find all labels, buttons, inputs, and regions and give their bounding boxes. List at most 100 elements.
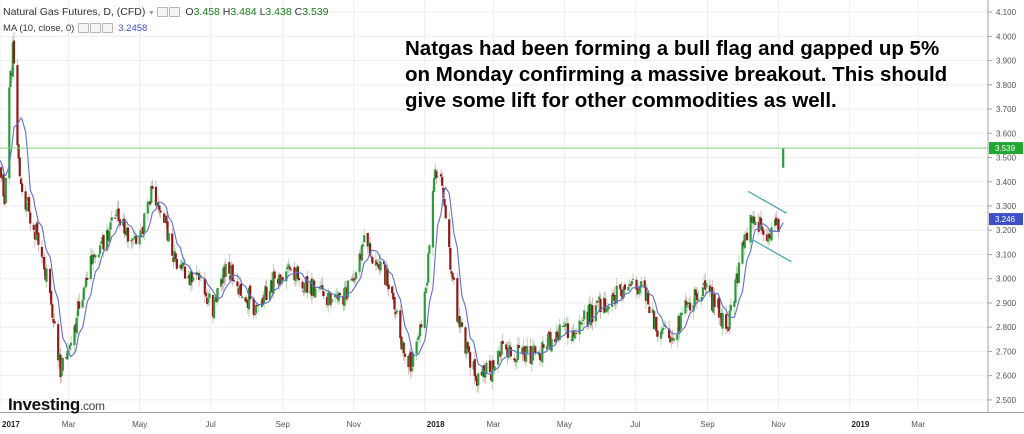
candle-down (501, 341, 504, 344)
candle-up (89, 256, 92, 280)
candle-down (188, 274, 191, 285)
candle-up (640, 281, 643, 288)
candle-up (598, 296, 601, 300)
candle-up (26, 197, 30, 202)
y-tick-label: 3.000 (996, 275, 1017, 284)
candle-down (17, 144, 20, 159)
candle-down (86, 277, 89, 280)
candle-up (73, 326, 76, 346)
candle-up (424, 287, 428, 294)
candle-up (423, 291, 426, 329)
candle-down (53, 321, 56, 324)
candle-up (766, 236, 770, 242)
candle-down (636, 287, 639, 295)
candle-down (322, 291, 325, 297)
candle-up (156, 202, 159, 206)
candle-down (489, 374, 493, 381)
candle-up (105, 229, 109, 251)
chart-legend-ma: MA (10, close, 0) 3.2458 (3, 23, 147, 34)
candle-up (744, 234, 748, 236)
candle-up (555, 331, 558, 342)
candle-down (249, 285, 252, 300)
settings-icon[interactable] (169, 7, 181, 18)
candle-up (637, 290, 640, 295)
candle-up (721, 313, 724, 329)
candle-down (221, 279, 224, 284)
candle-down (203, 278, 206, 295)
candle-down (529, 345, 532, 364)
candle-down (643, 280, 646, 289)
candle-up (247, 287, 251, 310)
candle-up (222, 267, 225, 283)
candle-up (150, 185, 153, 203)
candle-up (278, 274, 281, 286)
candle-down (279, 274, 282, 284)
candle-up (558, 324, 561, 340)
bull-flag-line (748, 190, 787, 214)
hide-icon[interactable] (157, 7, 169, 18)
settings-icon[interactable] (90, 23, 102, 34)
hide-icon[interactable] (78, 23, 90, 34)
candle-down (149, 201, 152, 205)
candle-down (41, 257, 45, 259)
candle-up (684, 299, 687, 314)
candle-down (265, 286, 268, 301)
candle-down (759, 218, 763, 226)
candle-up (705, 283, 708, 288)
candle-down (480, 371, 483, 376)
candle-down (378, 264, 381, 270)
candle-down (402, 342, 405, 354)
candle-down (342, 295, 345, 305)
candle-down (151, 186, 154, 189)
candle-down (452, 277, 455, 280)
y-tick-label: 3.200 (996, 226, 1017, 235)
ohlc-key-o: O (185, 6, 194, 18)
candle-up (360, 245, 364, 261)
candle-down (117, 208, 120, 221)
y-tick-label: 3.700 (996, 105, 1017, 114)
y-tick-label: 2.700 (996, 347, 1017, 356)
candle-down (506, 347, 509, 357)
candle-down (451, 273, 454, 279)
close-icon[interactable] (102, 23, 114, 34)
candle-up (108, 230, 111, 242)
legend-buttons (157, 6, 181, 18)
candle-up (285, 271, 288, 282)
candle-down (180, 264, 183, 269)
candle-down (3, 195, 6, 205)
candle-up (508, 345, 511, 350)
candle-down (366, 232, 369, 247)
ma-value: 3.2458 (118, 23, 148, 34)
candle-down (306, 276, 309, 293)
candle-up (416, 338, 419, 341)
x-tick-label: Mar (911, 420, 925, 429)
chevron-down-icon[interactable]: ▾ (149, 7, 154, 17)
y-tick-label: 3.500 (996, 154, 1017, 163)
candle-down (215, 297, 218, 302)
candle-up (60, 370, 63, 377)
candle-down (52, 319, 55, 323)
candle-up (133, 235, 137, 238)
candle-down (50, 290, 53, 305)
candle-up (208, 293, 211, 299)
candle-down (678, 316, 681, 331)
candle-up (500, 341, 503, 355)
candle-up (773, 219, 777, 226)
candle-down (281, 277, 284, 280)
candle-up (140, 228, 144, 231)
candle-down (313, 280, 316, 297)
candle-up (427, 253, 430, 283)
candle-down (24, 191, 27, 210)
candle-down (460, 322, 464, 327)
candle-up (628, 284, 631, 286)
ohlc-key-l: L (259, 6, 266, 18)
candle-down (345, 288, 348, 300)
candle-down (619, 284, 622, 290)
candle-up (173, 251, 176, 262)
candle-up (687, 302, 691, 305)
candle-down (36, 222, 39, 235)
candle-up (240, 296, 244, 298)
candle-up (110, 217, 113, 221)
candle-down (386, 268, 389, 287)
